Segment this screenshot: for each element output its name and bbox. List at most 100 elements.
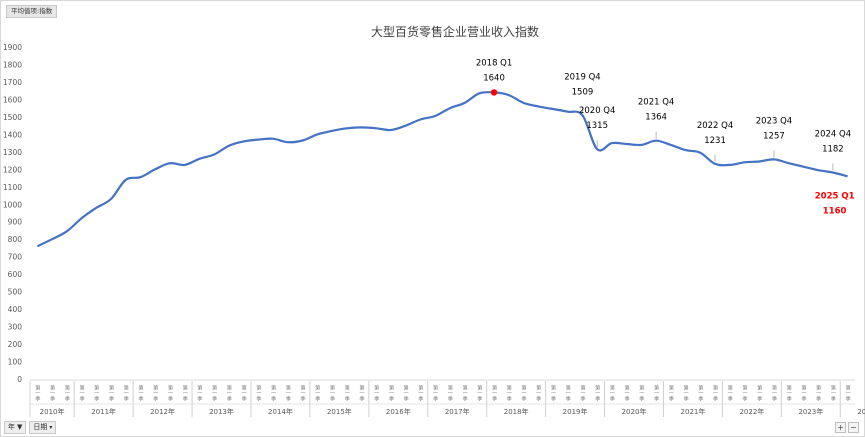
y-tick-label: 1300 — [3, 148, 22, 157]
x-tick-label: 第一季 — [845, 384, 851, 403]
x-tick-label: 第一季 — [403, 384, 409, 403]
x-tick-label: 第一季 — [49, 384, 55, 403]
x-tick-label: 第一季 — [579, 384, 585, 403]
year-label: 2014年 — [268, 407, 293, 416]
field-date-label: 日期 — [33, 423, 48, 431]
x-tick-label: 第一季 — [79, 384, 85, 403]
annotation-value: 1364 — [645, 113, 667, 123]
y-tick-label: 200 — [8, 340, 23, 349]
x-tick-label: 第一季 — [417, 384, 423, 403]
annotation-value: 1160 — [823, 206, 847, 216]
annotation-value: 1182 — [822, 144, 844, 154]
annotation-label: 2024 Q4 — [815, 129, 851, 139]
year-label: 2022年 — [739, 407, 764, 416]
annotation-value: 1231 — [704, 136, 726, 146]
x-tick-label: 第一季 — [565, 384, 571, 403]
y-tick-label: 1800 — [3, 60, 22, 69]
y-axis: 0 100 200 300 400 500 600 700 800 900 1000 1100 1200… — [3, 43, 22, 384]
x-tick-label: 第一季 — [447, 384, 453, 403]
x-tick-label: 第一季 — [270, 384, 276, 403]
x-tick-label: 第一季 — [123, 384, 129, 403]
zoom-controls: + − — [835, 422, 859, 433]
y-tick-label: 400 — [8, 305, 23, 314]
peak-marker — [490, 89, 498, 96]
x-tick-label: 第一季 — [771, 384, 777, 403]
annotation-label: 2020 Q4 — [579, 106, 615, 116]
y-tick-label: 1200 — [3, 165, 22, 174]
x-tick-label: 第一季 — [830, 384, 836, 403]
x-tick-label: 第一季 — [742, 384, 748, 403]
year-label: 2018年 — [504, 407, 529, 416]
x-tick-label: 第一季 — [506, 384, 512, 403]
x-tick-label: 第一季 — [329, 384, 335, 403]
dropdown-icon[interactable]: ▾ — [49, 423, 53, 431]
y-tick-label: 1500 — [3, 113, 22, 122]
year-label: 2010年 — [40, 407, 65, 416]
x-tick-label: 第一季 — [550, 384, 556, 403]
x-axis: 第一季 第一季 第一季 第一季 第一季 第一季 第一季 第一季 第一季 第一季 第一季 第一季 第一季 第… — [29, 379, 865, 417]
x-tick-label: 第一季 — [93, 384, 99, 403]
x-tick-label: 第一季 — [137, 384, 143, 403]
field-bar: 年 ▼ 日期 ▾ — [4, 420, 57, 434]
x-tick-label: 第一季 — [800, 384, 806, 403]
annotations: 2018 Q1 1640 2019 Q4 1509 2020 Q4 1315 2021 Q4… — [476, 58, 855, 216]
x-tick-label: 第一季 — [211, 384, 217, 403]
x-tick-label: 第一季 — [609, 384, 615, 403]
x-tick-label: 第一季 — [727, 384, 733, 403]
annotation-label: 2025 Q1 — [815, 191, 855, 201]
x-tick-label: 第一季 — [344, 384, 350, 403]
x-tick-label: 第一季 — [226, 384, 232, 403]
y-tick-label: 1700 — [3, 78, 22, 87]
year-label: 2019年 — [563, 407, 588, 416]
y-tick-label: 1600 — [3, 95, 22, 104]
x-tick-label: 第一季 — [255, 384, 261, 403]
year-label: 2015年 — [327, 407, 352, 416]
x-tick-label: 第一季 — [373, 384, 379, 403]
x-tick-label: 第一季 — [285, 384, 291, 403]
x-tick-label: 第一季 — [712, 384, 718, 403]
field-date-button[interactable]: 日期 ▾ — [29, 420, 57, 434]
x-tick-label: 第一季 — [314, 384, 320, 403]
annotation-value: 1640 — [483, 73, 505, 83]
year-label: 2021年 — [681, 407, 706, 416]
annotation-label: 2019 Q4 — [564, 72, 600, 82]
x-tick-label: 第一季 — [462, 384, 468, 403]
collapse-button[interactable]: − — [848, 422, 859, 433]
y-tick-label: 1400 — [3, 130, 22, 139]
annotation-label: 2021 Q4 — [638, 98, 674, 108]
annotation-label: 2018 Q1 — [476, 58, 512, 68]
x-tick-label: 第一季 — [521, 384, 527, 403]
y-tick-label: 100 — [8, 358, 23, 367]
y-tick-label: 600 — [8, 270, 23, 279]
annotation-value: 1257 — [763, 131, 785, 141]
field-year-button[interactable]: 年 ▼ — [4, 420, 27, 434]
y-tick-label: 800 — [8, 235, 23, 244]
x-tick-label: 第一季 — [196, 384, 202, 403]
x-tick-label: 第一季 — [34, 384, 40, 403]
year-label: 2020年 — [622, 407, 647, 416]
year-label: 2023年 — [798, 407, 823, 416]
filter-icon[interactable]: ▼ — [17, 423, 23, 431]
x-tick-label: 第一季 — [300, 384, 306, 403]
y-tick-label: 0 — [17, 375, 22, 384]
x-tick-label: 第一季 — [653, 384, 659, 403]
annotation-value: 1315 — [586, 121, 608, 131]
year-label: 2016年 — [386, 407, 411, 416]
x-tick-label: 第一季 — [152, 384, 158, 403]
x-tick-label: 第一季 — [697, 384, 703, 403]
series-line — [36, 91, 848, 248]
expand-button[interactable]: + — [835, 422, 846, 433]
x-tick-label: 第一季 — [594, 384, 600, 403]
year-label: 2024年 — [857, 407, 865, 416]
x-tick-label: 第一季 — [624, 384, 630, 403]
x-tick-label: 第一季 — [491, 384, 497, 403]
y-tick-label: 1100 — [3, 183, 22, 192]
x-tick-label: 第一季 — [668, 384, 674, 403]
x-tick-label: 第一季 — [683, 384, 689, 403]
x-tick-label: 第一季 — [638, 384, 644, 403]
x-tick-label: 第一季 — [108, 384, 114, 403]
field-button-avg-index[interactable]: 平均值项:指数 — [6, 5, 58, 18]
x-tick-label: 第一季 — [64, 384, 70, 403]
